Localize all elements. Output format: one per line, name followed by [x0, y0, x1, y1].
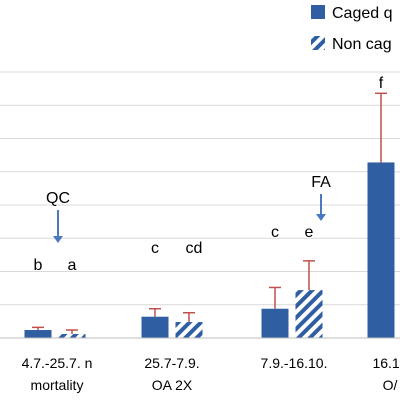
legend-swatch: [311, 5, 325, 19]
x-tick-label: OA 2X: [152, 377, 193, 393]
legend-swatch: [311, 36, 325, 50]
legend-label: Non cag: [332, 36, 392, 53]
bar-hatched-1: [175, 322, 203, 338]
error-bars: [32, 92, 387, 335]
annotation-arrowhead: [316, 214, 326, 221]
x-tick-label: 16.10: [372, 355, 400, 371]
x-tick-labels: 4.7.-25.7. n mortality 25.7-7.9. OA 2X 7.9.-…: [22, 355, 400, 393]
significance-letter: c: [151, 240, 159, 257]
bar-hatched-0: [58, 334, 86, 338]
annotation-arrowhead: [53, 236, 63, 243]
legend: Caged q Non cag: [311, 5, 393, 53]
x-tick-label: mortality: [31, 377, 84, 393]
significance-letter: cd: [186, 240, 203, 257]
x-tick-label: 7.9.-16.10.: [261, 355, 328, 371]
legend-label: Caged q: [332, 5, 393, 22]
significance-letter: b: [34, 257, 43, 274]
significance-letter: c: [271, 224, 279, 241]
significance-letter: e: [305, 224, 314, 241]
x-tick-label: 25.7-7.9.: [144, 355, 199, 371]
bar-hatched-2: [295, 290, 323, 338]
bar-solid-3: [367, 162, 395, 338]
x-tick-label: 4.7.-25.7. n: [22, 355, 93, 371]
annotation-label: FA: [311, 174, 331, 191]
x-tick-label: O/: [383, 377, 398, 393]
gridlines: [0, 71, 400, 306]
significance-letters: b c c f a cd e: [34, 75, 384, 274]
significance-letter: a: [68, 257, 77, 274]
bar-solid-0: [24, 330, 52, 338]
significance-letter: f: [379, 75, 384, 92]
annotations: QC FA: [46, 174, 331, 243]
annotation-label: QC: [46, 190, 70, 207]
bar-solid-1: [141, 316, 169, 338]
bars: [24, 162, 395, 338]
bar-solid-2: [261, 308, 289, 338]
